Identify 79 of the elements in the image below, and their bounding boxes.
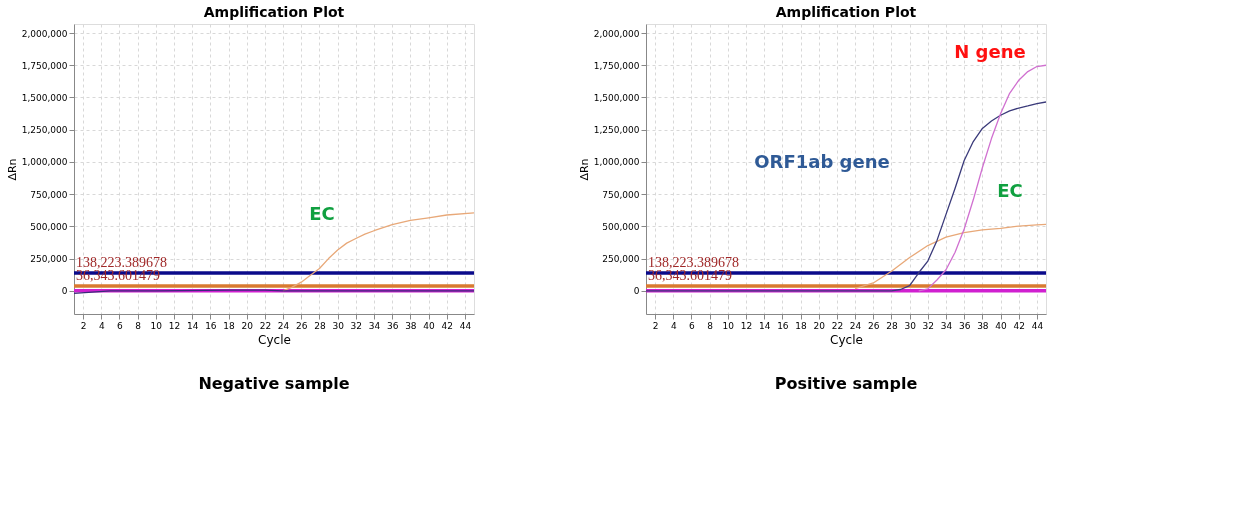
x-tick-label: 6 (117, 320, 124, 331)
x-tick-label: 34 (940, 320, 953, 331)
x-tick-label: 36 (386, 320, 399, 331)
x-tick-label: 22 (831, 320, 844, 331)
x-axis-title: Cycle (830, 332, 863, 347)
x-tick-label: 6 (689, 320, 696, 331)
x-tick-label: 40 (423, 320, 436, 331)
x-tick-label: 24 (849, 320, 862, 331)
x-tick-label: 16 (777, 320, 789, 331)
x-tick-label: 8 (135, 320, 142, 331)
y-tick-label: 500,000 (602, 221, 640, 232)
x-tick-label: 28 (314, 320, 326, 331)
chart-title: Amplification Plot (203, 4, 345, 20)
ref-line-label: 138,223.389678 (76, 254, 167, 270)
x-tick-label: 14 (186, 320, 199, 331)
x-tick-label: 12 (740, 320, 753, 331)
line-series (918, 64, 1046, 292)
annotation: EC (997, 180, 1023, 202)
y-tick-label: 500,000 (30, 221, 68, 232)
y-tick-label: 2,000,000 (593, 28, 640, 39)
x-tick-label: 34 (368, 320, 381, 331)
text: Negative sample (198, 374, 350, 393)
x-tick-label: 44 (459, 320, 472, 331)
x-tick-label: 32 (350, 320, 363, 331)
x-tick-label: 26 (868, 320, 880, 331)
chart-title: Amplification Plot (775, 4, 917, 20)
y-tick-label: 250,000 (30, 254, 68, 265)
y-tick-label: 750,000 (602, 189, 640, 200)
x-tick-label: 4 (98, 320, 105, 331)
x-tick-label: 30 (332, 320, 345, 331)
y-tick-label: 1,000,000 (593, 157, 640, 168)
annotation: ORF1ab gene (754, 151, 890, 173)
y-tick-label: 1,000,000 (21, 157, 68, 168)
y-axis-title: ΔRn (577, 158, 591, 181)
y-tick-label: 1,500,000 (593, 92, 640, 103)
x-tick-label: 36 (958, 320, 971, 331)
ref-line-label: 138,223.389678 (648, 254, 739, 270)
x-tick-label: 40 (995, 320, 1008, 331)
x-tick-label: 4 (670, 320, 677, 331)
y-tick-label: 250,000 (602, 254, 640, 265)
x-tick-label: 38 (977, 320, 989, 331)
line-series (646, 101, 1046, 292)
x-tick-label: 28 (886, 320, 898, 331)
x-tick-label: 18 (223, 320, 236, 331)
x-tick-label: 18 (795, 320, 808, 331)
x-tick-label: 14 (758, 320, 771, 331)
y-tick-label: 1,250,000 (21, 125, 68, 136)
y-tick-label: 1,500,000 (21, 92, 68, 103)
x-tick-label: 12 (168, 320, 181, 331)
x-tick-label: 16 (205, 320, 217, 331)
annotation: EC (309, 203, 335, 225)
x-tick-label: 24 (277, 320, 290, 331)
x-tick-label: 26 (296, 320, 308, 331)
x-tick-label: 44 (1031, 320, 1044, 331)
line-series (854, 223, 1046, 290)
x-tick-label: 30 (904, 320, 917, 331)
y-tick-label: 0 (61, 286, 68, 297)
x-tick-label: 8 (707, 320, 714, 331)
x-tick-label: 2 (652, 320, 659, 331)
y-tick-label: 1,750,000 (593, 60, 640, 71)
y-tick-label: 2,000,000 (21, 28, 68, 39)
x-tick-label: 10 (150, 320, 163, 331)
x-tick-label: 42 (441, 320, 453, 331)
text: Positive sample (774, 374, 918, 393)
x-axis-title: Cycle (258, 332, 291, 347)
x-tick-label: 32 (922, 320, 935, 331)
y-tick-label: 1,750,000 (21, 60, 68, 71)
x-tick-label: 20 (241, 320, 254, 331)
y-tick-label: 0 (633, 286, 640, 297)
x-tick-label: 10 (722, 320, 735, 331)
y-axis-title: ΔRn (5, 158, 19, 181)
y-tick-label: 1,250,000 (593, 125, 640, 136)
x-tick-label: 38 (405, 320, 417, 331)
x-tick-label: 22 (259, 320, 272, 331)
annotation: N gene (954, 41, 1026, 62)
x-tick-label: 20 (813, 320, 826, 331)
x-tick-label: 42 (1013, 320, 1025, 331)
x-tick-label: 2 (80, 320, 87, 331)
y-tick-label: 750,000 (30, 189, 68, 200)
